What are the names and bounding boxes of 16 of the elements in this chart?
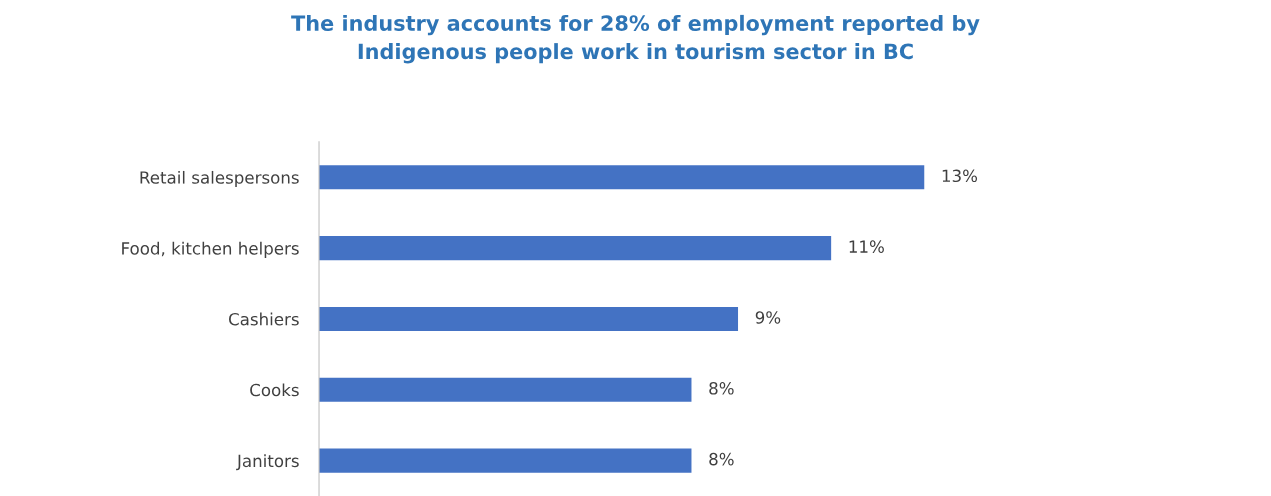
data-label: 8% (709, 452, 734, 466)
bar (319, 448, 692, 473)
y-tick-label: Food, kitchen helpers (122, 241, 299, 258)
bar (319, 165, 925, 190)
data-label: 11% (849, 240, 884, 253)
y-tick-label: Janitors (236, 454, 299, 471)
y-tick-label: Cooks (250, 383, 299, 397)
data-label: 13% (942, 169, 978, 183)
bar (319, 377, 692, 402)
data-label: 9% (755, 311, 781, 324)
chart-title: The industry accounts for 28% of employment reported by Indigenous people work in tourism sector in BC (291, 14, 980, 64)
y-tick-label: Cashiers (229, 312, 299, 326)
bar (319, 236, 832, 261)
y-tick-label: Retail salespersons (140, 170, 299, 188)
bar (319, 306, 739, 331)
data-label: 8% (709, 381, 734, 395)
